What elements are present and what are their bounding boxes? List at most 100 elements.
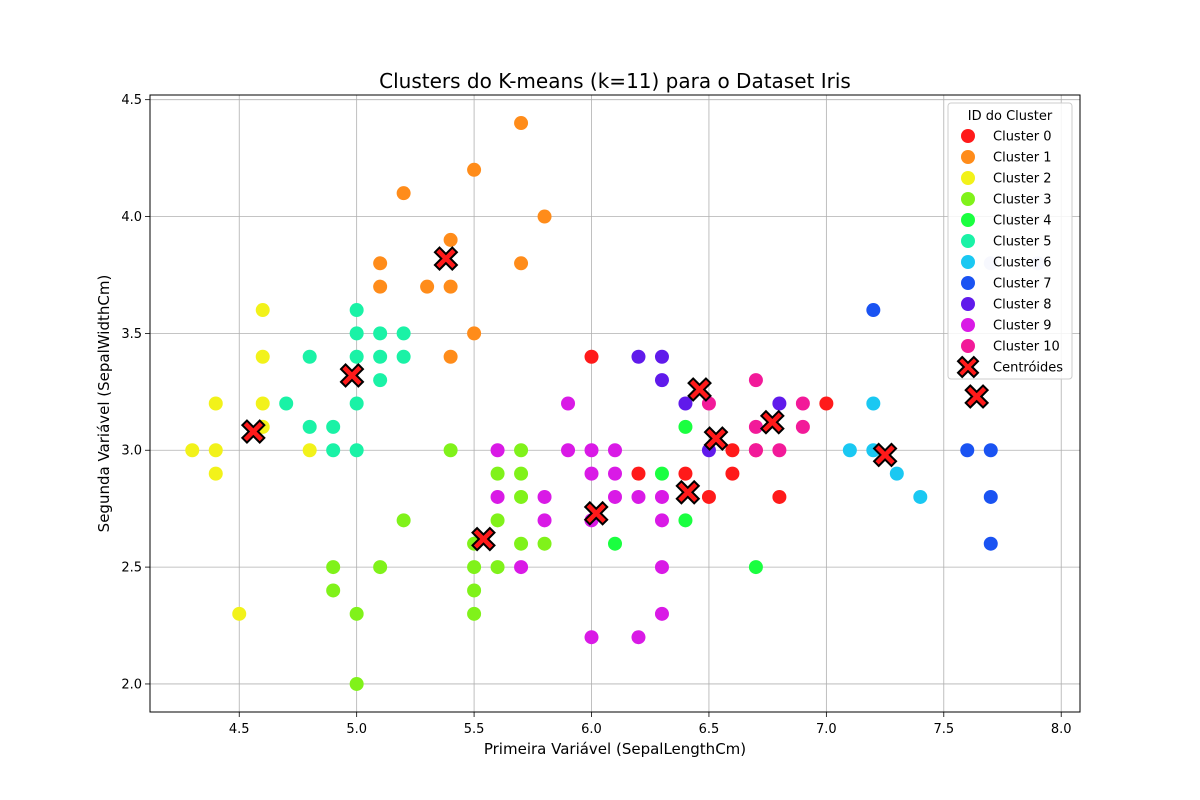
data-point (631, 630, 646, 645)
data-point (631, 489, 646, 504)
x-tick-label: 4.5 (229, 722, 250, 737)
data-point (514, 443, 529, 458)
data-point (772, 396, 787, 411)
y-tick-label: 3.5 (121, 327, 142, 342)
x-tick-label: 6.5 (699, 722, 720, 737)
data-point (349, 676, 364, 691)
data-point (467, 162, 482, 177)
data-point (701, 489, 716, 504)
data-point (420, 279, 435, 294)
legend-centroid-marker (956, 355, 980, 379)
x-tick-label: 5.5 (464, 722, 485, 737)
data-point (678, 513, 693, 528)
data-point (514, 560, 529, 575)
data-point (819, 396, 834, 411)
centroids-layer (240, 246, 990, 552)
data-point (584, 443, 599, 458)
data-point (373, 279, 388, 294)
data-point (748, 373, 763, 388)
data-point (349, 349, 364, 364)
centroid-marker (703, 426, 729, 451)
data-point (608, 443, 622, 458)
data-point (373, 560, 388, 575)
data-point (748, 443, 763, 458)
x-tick-label: 7.5 (933, 722, 954, 737)
data-point (443, 279, 458, 294)
x-tick-label: 7.0 (816, 722, 837, 737)
data-point (373, 256, 388, 271)
x-tick-label: 5.0 (346, 722, 367, 737)
centroid-marker (675, 479, 701, 505)
legend-marker (961, 234, 975, 248)
data-point (537, 489, 552, 504)
data-point (913, 489, 928, 504)
centroid-marker (759, 409, 785, 435)
data-point (772, 489, 787, 504)
data-point (514, 466, 529, 481)
data-point (349, 396, 364, 411)
data-point (396, 326, 411, 341)
data-point (983, 443, 998, 458)
centroid-marker (872, 442, 898, 468)
data-point (373, 326, 388, 341)
data-point (349, 303, 364, 318)
data-point (654, 466, 669, 481)
data-point (302, 419, 317, 434)
centroid-marker (471, 526, 496, 552)
x-axis-label: Primeira Variável (SepalLengthCm) (484, 740, 746, 758)
y-tick-label: 4.5 (121, 93, 142, 108)
legend-label: Cluster 2 (993, 172, 1052, 187)
centroid-marker (583, 500, 609, 526)
data-point (654, 560, 669, 575)
data-point (326, 443, 341, 458)
legend-marker (961, 150, 975, 164)
data-point (537, 536, 552, 551)
plot-frame (149, 94, 1081, 713)
legend-label: Cluster 9 (993, 319, 1052, 334)
data-point (678, 396, 693, 411)
legend-marker (961, 339, 975, 353)
data-point (584, 349, 599, 364)
x-tick-label: 6.0 (581, 722, 602, 737)
data-point (208, 396, 223, 411)
legend-marker (961, 213, 975, 227)
data-point (772, 443, 787, 458)
data-point (537, 209, 552, 224)
data-point (725, 466, 740, 481)
data-point (255, 303, 270, 318)
data-point (490, 560, 505, 575)
data-point (279, 396, 294, 411)
data-point (654, 513, 669, 528)
centroid-marker (433, 246, 459, 272)
data-point (514, 489, 529, 504)
legend-label: Cluster 5 (993, 235, 1052, 250)
data-point (514, 256, 529, 271)
data-point (866, 303, 881, 318)
legend-label: Cluster 7 (993, 277, 1052, 292)
centroid-marker (687, 377, 712, 402)
legend-items: Cluster 0 Cluster 1 Cluster 2 Cluster 3 Clus… (956, 129, 1063, 379)
legend-title: ID do Cluster (968, 109, 1053, 124)
y-tick-label: 4.0 (121, 210, 142, 225)
legend-marker (961, 318, 975, 332)
legend-marker (961, 129, 975, 143)
data-point (443, 232, 458, 247)
data-point (631, 349, 646, 364)
data-point (443, 443, 458, 458)
data-point (373, 373, 388, 388)
data-point (514, 116, 529, 131)
data-point (326, 583, 341, 598)
data-point (631, 466, 646, 481)
data-point (467, 606, 482, 621)
data-point (584, 466, 599, 481)
y-tick-label: 2.5 (121, 561, 142, 576)
y-tick-label: 3.0 (121, 444, 142, 459)
data-point (983, 489, 998, 504)
data-point (255, 349, 270, 364)
data-point (795, 396, 810, 411)
data-point (373, 349, 388, 364)
legend-marker (961, 192, 975, 206)
